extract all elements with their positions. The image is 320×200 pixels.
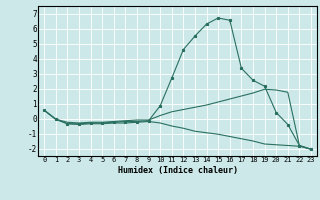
X-axis label: Humidex (Indice chaleur): Humidex (Indice chaleur) xyxy=(118,166,238,175)
